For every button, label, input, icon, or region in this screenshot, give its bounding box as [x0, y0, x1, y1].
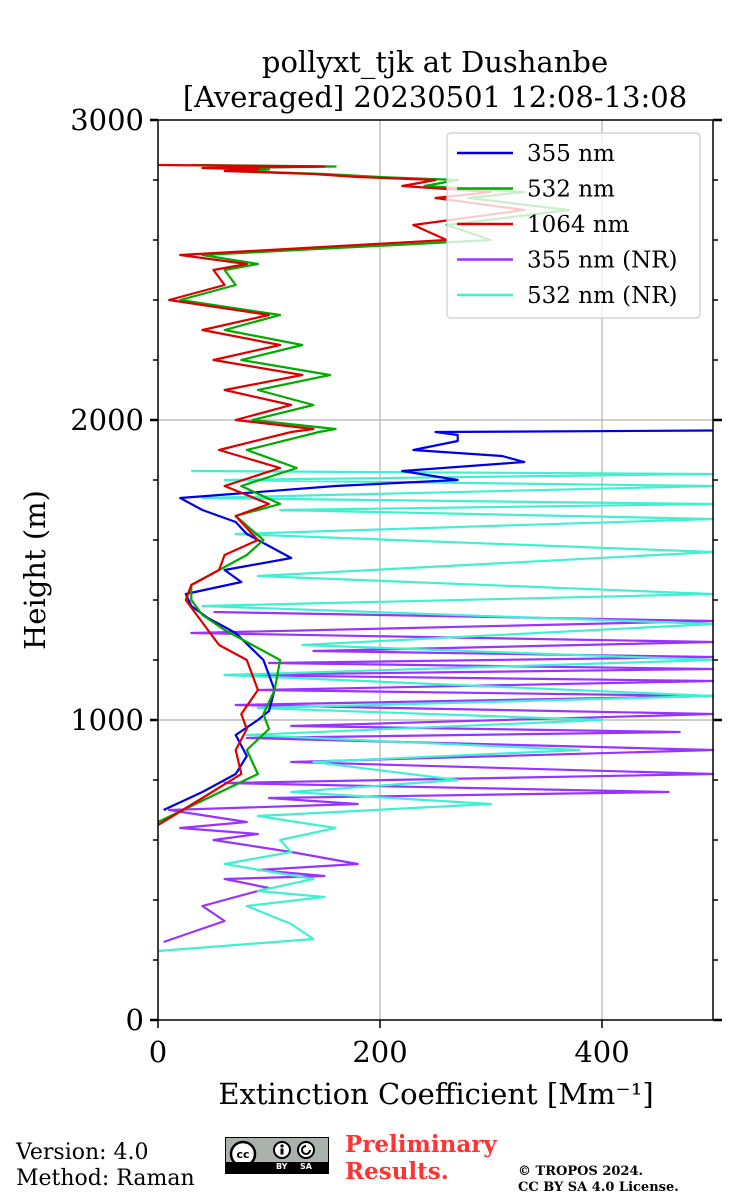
y-tick-label: 1000 — [70, 703, 144, 737]
legend-label: 532 nm — [527, 177, 615, 203]
preliminary-line-1: Preliminary — [345, 1131, 497, 1158]
copyright-line-1: © TROPOS 2024. — [518, 1164, 644, 1179]
legend: 355 nm 532 nm 1064 nm 355 nm (NR) 532 nm (NR… — [446, 132, 701, 319]
series-line-1064-nm — [157, 163, 526, 826]
y-tick-label: 2000 — [70, 403, 144, 437]
y-tick-label: 3000 — [70, 103, 144, 137]
copyright-line-2: CC BY SA 4.0 License. — [518, 1180, 679, 1195]
version-text: Version: 4.0 — [16, 1140, 149, 1165]
x-tick-label: 400 — [574, 1035, 629, 1069]
x-tick-label: 0 — [149, 1035, 167, 1069]
y-axis-label: Height (m) — [18, 490, 52, 650]
legend-label: 1064 nm — [527, 212, 630, 238]
chart-title: pollyxt_tjk at Dushanbe — [262, 45, 608, 80]
method-text: Method: Raman — [16, 1166, 195, 1191]
preliminary-line-2: Results. — [345, 1158, 449, 1185]
x-tick-label: 200 — [352, 1035, 407, 1069]
series-line-532-nm — [157, 163, 570, 823]
legend-label: 532 nm (NR) — [527, 283, 678, 309]
legend-box — [446, 132, 701, 319]
axis-ticks: 0 200 400 0 1000 2000 3000 — [70, 103, 722, 1069]
y-tick-label: 0 — [126, 1003, 144, 1037]
series-lines — [157, 163, 715, 953]
plot-frame — [157, 119, 714, 1021]
series-line-532-nm-nr — [157, 469, 715, 953]
series-line-355-nm — [163, 429, 714, 811]
legend-label: 355 nm — [527, 141, 615, 167]
legend-label: 355 nm (NR) — [527, 248, 678, 274]
svg-text:cc: cc — [236, 1148, 249, 1161]
chart-subtitle: [Averaged] 20230501 12:08-13:08 — [183, 80, 687, 114]
cc-icons: cc — [229, 1140, 315, 1164]
cc-license-badge: cc BY SA — [225, 1137, 329, 1174]
series-line-355-nm-nr — [163, 610, 715, 944]
x-axis-label: Extinction Coefficient [Mm⁻¹] — [218, 1077, 653, 1111]
